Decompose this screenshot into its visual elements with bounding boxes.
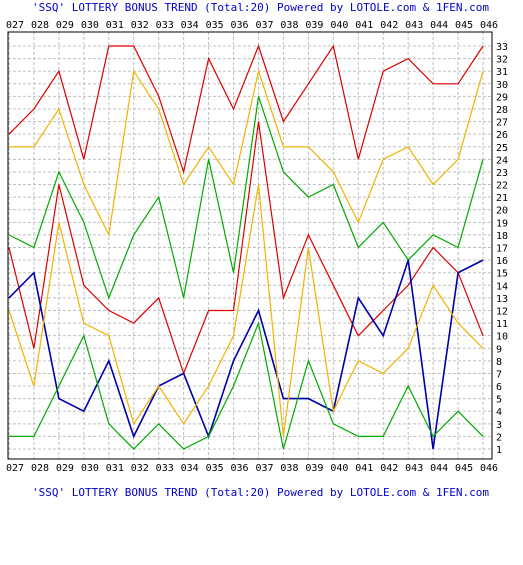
tick-labels: 1234567891011121314151617181920212223242… (6, 20, 508, 474)
x-tick-label-bottom: 037 (255, 463, 273, 474)
x-tick-label-top: 041 (355, 20, 373, 31)
chart-title-bottom: 'SSQ' LOTTERY BONUS TREND (Total:20) Pow… (32, 486, 489, 499)
y-tick-label: 10 (496, 332, 508, 343)
x-tick-label-bottom: 030 (81, 463, 99, 474)
x-tick-label-bottom: 034 (181, 463, 199, 474)
y-tick-label: 21 (496, 193, 508, 204)
series-line-4 (8, 121, 484, 376)
x-tick-label-top: 034 (181, 20, 199, 31)
x-tick-label-top: 045 (455, 20, 473, 31)
y-tick-label: 11 (496, 319, 508, 330)
y-tick-label: 8 (496, 357, 502, 368)
y-tick-label: 22 (496, 181, 508, 192)
x-tick-label-top: 031 (106, 20, 124, 31)
x-tick-label-top: 044 (430, 20, 448, 31)
y-tick-label: 27 (496, 118, 508, 129)
x-tick-label-bottom: 029 (56, 463, 74, 474)
y-tick-label: 25 (496, 143, 508, 154)
x-tick-label-bottom: 036 (231, 463, 249, 474)
y-tick-label: 15 (496, 269, 508, 280)
x-tick-label-top: 036 (231, 20, 249, 31)
x-tick-label-top: 035 (206, 20, 224, 31)
series-line-3 (8, 96, 484, 300)
y-tick-label: 5 (496, 395, 502, 406)
y-tick-label: 13 (496, 294, 508, 305)
series-line-2 (9, 68, 484, 237)
x-tick-label-top: 032 (131, 20, 149, 31)
y-tick-label: 24 (496, 155, 508, 166)
x-tick-label-top: 029 (56, 20, 74, 31)
x-tick-label-bottom: 032 (131, 463, 149, 474)
x-tick-label-top: 040 (330, 20, 348, 31)
x-tick-label-bottom: 035 (206, 463, 224, 474)
x-tick-label-top: 038 (280, 20, 298, 31)
x-tick-label-bottom: 038 (280, 463, 298, 474)
x-tick-label-top: 030 (81, 20, 99, 31)
x-tick-label-top: 046 (480, 20, 498, 31)
x-tick-label-bottom: 028 (31, 463, 49, 474)
x-tick-label-bottom: 044 (430, 463, 448, 474)
x-tick-label-top: 028 (31, 20, 49, 31)
series-line-6 (8, 184, 484, 437)
x-tick-label-bottom: 033 (156, 463, 174, 474)
x-tick-label-top: 043 (405, 20, 423, 31)
series-line-1 (8, 44, 484, 175)
y-tick-label: 6 (496, 382, 502, 393)
y-tick-label: 7 (496, 369, 502, 380)
y-tick-label: 18 (496, 231, 508, 242)
y-tick-label: 20 (496, 206, 508, 217)
series-lines (8, 44, 484, 450)
x-tick-label-top: 027 (6, 20, 24, 31)
y-tick-label: 28 (496, 105, 508, 116)
y-tick-label: 12 (496, 306, 508, 317)
y-tick-label: 30 (496, 80, 508, 91)
grid (7, 31, 493, 460)
y-tick-label: 16 (496, 256, 508, 267)
y-tick-label: 3 (496, 420, 502, 431)
x-tick-label-top: 039 (305, 20, 323, 31)
y-tick-label: 32 (496, 55, 508, 66)
x-tick-label-bottom: 027 (6, 463, 24, 474)
y-tick-label: 1 (496, 445, 502, 456)
x-tick-label-bottom: 031 (106, 463, 124, 474)
chart-title-top: 'SSQ' LOTTERY BONUS TREND (Total:20) Pow… (32, 1, 489, 14)
y-tick-label: 17 (496, 244, 508, 255)
y-tick-label: 29 (496, 92, 508, 103)
x-tick-label-top: 037 (255, 20, 273, 31)
x-tick-label-bottom: 043 (405, 463, 423, 474)
plot-frame (7, 31, 493, 460)
x-tick-label-bottom: 046 (480, 463, 498, 474)
y-tick-label: 4 (496, 407, 502, 418)
x-tick-label-bottom: 039 (305, 463, 323, 474)
y-tick-label: 33 (496, 42, 508, 53)
y-tick-label: 9 (496, 344, 502, 355)
y-tick-label: 23 (496, 168, 508, 179)
series-line-7 (9, 320, 484, 450)
y-tick-label: 14 (496, 281, 508, 292)
y-tick-label: 31 (496, 67, 508, 78)
x-tick-label-bottom: 042 (380, 463, 398, 474)
x-tick-label-bottom: 040 (330, 463, 348, 474)
series-line-5 (8, 259, 484, 450)
y-tick-label: 19 (496, 218, 508, 229)
x-tick-label-bottom: 041 (355, 463, 373, 474)
x-tick-label-top: 042 (380, 20, 398, 31)
y-tick-label: 26 (496, 130, 508, 141)
y-tick-label: 2 (496, 432, 502, 443)
x-tick-label-bottom: 045 (455, 463, 473, 474)
x-tick-label-top: 033 (156, 20, 174, 31)
